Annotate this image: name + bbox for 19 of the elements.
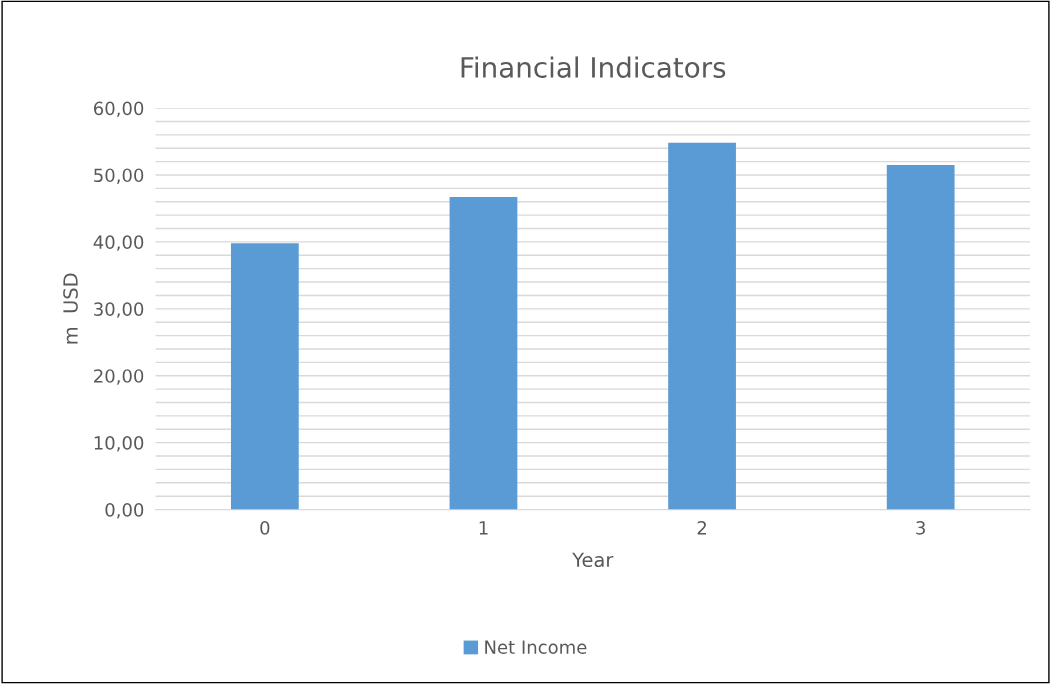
y-tick-label: 60,00 [94, 101, 144, 118]
y-tick-label: 0,00 [105, 503, 144, 519]
x-tick-label: 3 [916, 521, 925, 535]
bar [449, 197, 518, 510]
x-axis-title: Year [572, 552, 614, 568]
bar [230, 243, 299, 510]
legend-label: Net Income [485, 640, 587, 654]
y-tick-label: 30,00 [94, 302, 144, 318]
y-tick-label: 10,00 [94, 436, 144, 452]
y-axis-title: m USD [63, 273, 78, 344]
y-tick-label: 20,00 [94, 369, 144, 385]
bar [668, 142, 736, 510]
bar [886, 164, 955, 510]
x-tick-label: 2 [697, 521, 706, 535]
chart-title: Financial Indicators [461, 56, 726, 78]
y-tick-label: 40,00 [93, 235, 144, 251]
y-tick-label: 50,00 [94, 168, 144, 184]
x-tick-label: 1 [479, 521, 488, 535]
x-tick-label: 0 [260, 521, 270, 535]
